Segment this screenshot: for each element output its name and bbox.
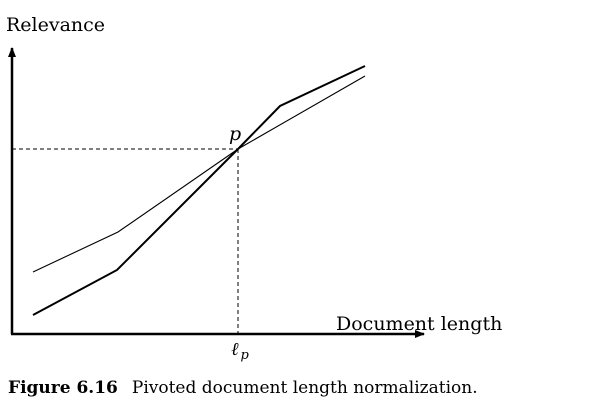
caption-label: Figure 6.16: [8, 378, 118, 398]
y-axis-label: Relevance: [6, 14, 105, 36]
pivoted-normalization-line: [32, 65, 366, 316]
pivot-x-label-sub: p: [241, 348, 250, 363]
x-axis-label: Document length: [336, 313, 502, 335]
caption-text: Pivoted document length normalization.: [131, 378, 478, 398]
figure-caption: Figure 6.16 Pivoted document length norma…: [8, 378, 478, 398]
original-normalization-line: [32, 75, 366, 273]
pivot-point-label: p: [229, 123, 241, 145]
pivot-x-label-main: ℓ: [231, 339, 239, 360]
